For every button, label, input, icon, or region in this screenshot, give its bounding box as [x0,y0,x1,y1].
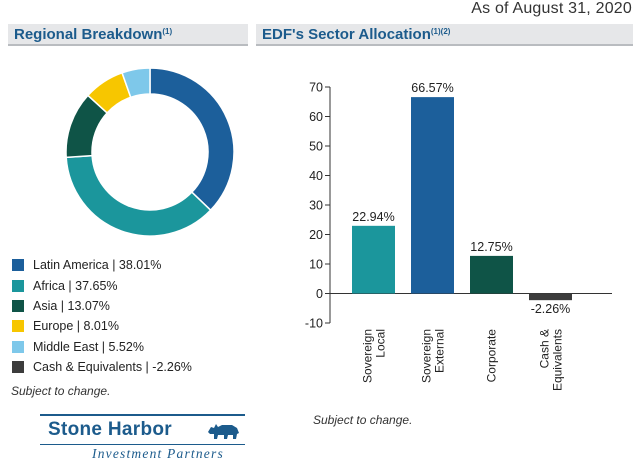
x-category-label: Corporate [485,329,499,383]
bar-value-label: 22.94% [352,210,394,224]
legend-swatch [12,299,24,312]
y-tick-label: 50 [309,140,323,154]
legend-item: Africa | 37.65% [12,275,192,295]
regional-footnote-ref: (1) [162,27,173,36]
y-tick-label: 70 [309,81,323,95]
donut-slice-middle-east [121,67,151,99]
sector-footnote-ref: (1)(2) [430,27,451,36]
regional-breakdown-header: Regional Breakdown(1) [8,24,248,46]
y-tick-label: 40 [309,169,323,183]
legend-swatch [12,361,24,374]
rhino-icon [208,424,239,439]
logo-rule [40,414,245,416]
legend-label: Latin America | 38.01% [33,258,162,273]
y-tick-label: 30 [309,199,323,213]
y-tick-label: 20 [309,228,323,242]
sector-allocation-title: EDF's Sector Allocation [262,26,431,43]
bar-2 [411,97,454,294]
y-tick-label: -10 [305,317,323,331]
bar-3 [470,255,513,294]
regional-note: Subject to change. [11,384,111,398]
sector-note: Subject to change. [313,413,413,427]
regional-legend: Latin America | 38.01% Africa | 37.65% Asi… [12,255,192,377]
legend-swatch [12,320,24,333]
regional-donut-chart [65,67,235,237]
bar-1 [352,225,395,294]
bar-value-label: 66.57% [411,81,453,95]
legend-item: Europe | 8.01% [12,316,192,336]
bar-value-label: 12.75% [470,240,512,254]
legend-item: Asia | 13.07% [12,296,192,316]
legend-swatch [12,340,24,353]
logo-name: Stone Harbor [48,419,172,440]
legend-label: Europe | 8.01% [33,319,119,334]
logo-rule [40,444,245,445]
y-tick-label: 0 [316,287,323,301]
legend-label: Asia | 13.07% [33,298,110,313]
y-tick-label: 10 [309,258,323,272]
legend-item: Latin America | 38.01% [12,255,192,275]
x-category-label: SovereignLocal [361,329,388,383]
legend-label: Middle East | 5.52% [33,339,144,354]
as-of-date: As of August 31, 2020 [471,0,632,17]
x-category-label: SovereignExternal [420,329,447,383]
bar-4 [529,293,572,301]
legend-label: Africa | 37.65% [33,278,118,293]
x-category-label: Cash &Equivalents [538,329,565,391]
regional-breakdown-title: Regional Breakdown [14,26,163,43]
legend-swatch [12,279,24,292]
legend-swatch [12,259,24,272]
sector-allocation-header: EDF's Sector Allocation(1)(2) [256,24,633,46]
legend-item: Middle East | 5.52% [12,337,192,357]
logo-tagline: Investment Partners [92,446,224,461]
legend-label: Cash & Equivalents | -2.26% [33,360,192,375]
y-tick-label: 60 [309,110,323,124]
bar-value-label: -2.26% [531,302,571,316]
legend-item: Cash & Equivalents | -2.26% [12,357,192,377]
